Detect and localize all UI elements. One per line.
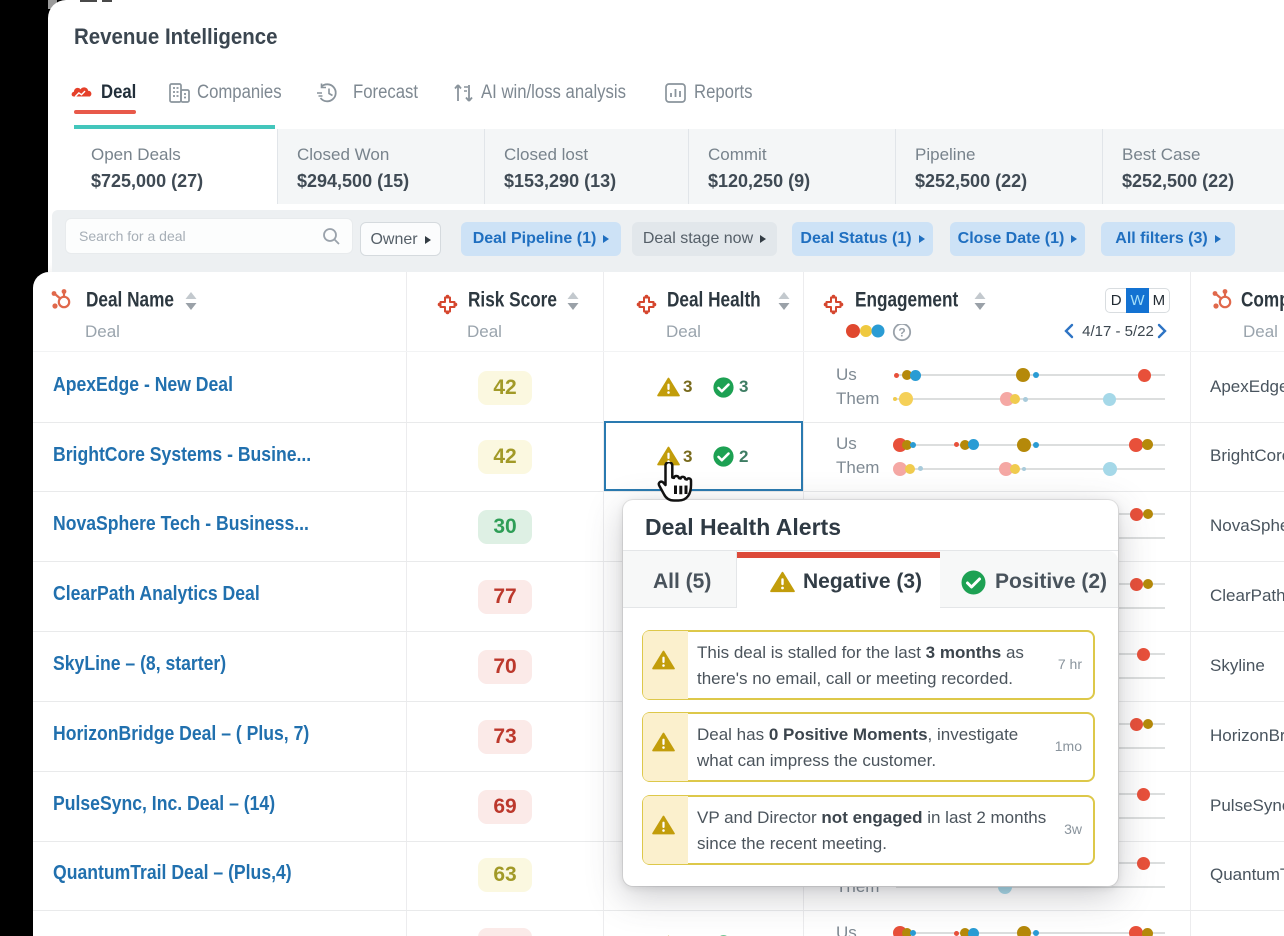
svg-text:?: ?: [898, 326, 905, 340]
